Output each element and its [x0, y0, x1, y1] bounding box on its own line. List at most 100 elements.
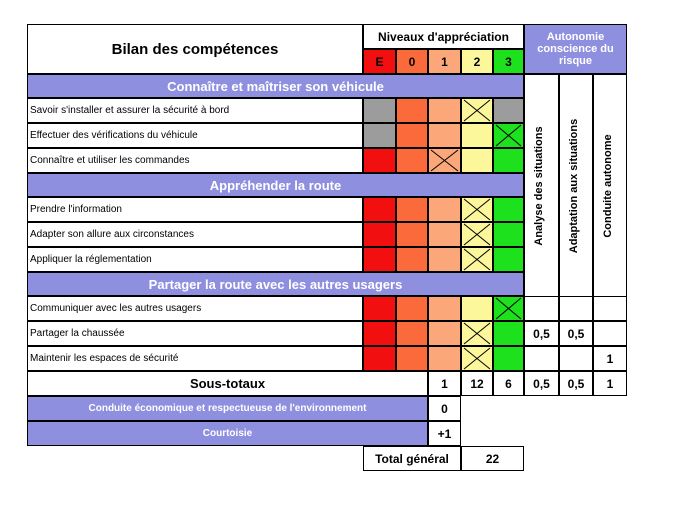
subtotal-conduite: 1	[593, 371, 627, 396]
level-cell	[461, 247, 493, 272]
section-title-text: Appréhender la route	[209, 177, 342, 193]
level-cell	[363, 296, 396, 321]
subtotal-level-3: 6	[493, 371, 524, 396]
subtotal-value: 1	[441, 376, 448, 391]
autonomy-label-conduite: Conduite autonome	[602, 134, 614, 238]
autonomy-label-adaptation: Adaptation aux situations	[568, 118, 580, 254]
level-cell	[493, 247, 524, 272]
section-title-text: Partager la route avec les autres usager…	[148, 276, 403, 292]
bonus-value-courtoisie: +1	[428, 421, 461, 446]
autonomy-value: 0,5	[567, 326, 585, 341]
level-cell	[396, 197, 428, 222]
bonus-value: +1	[437, 426, 452, 441]
level-label-1: 1	[441, 54, 448, 69]
bonus-value-eco: 0	[428, 396, 461, 421]
level-header-E: E	[363, 49, 396, 74]
level-cell	[363, 148, 396, 173]
bonus-value: 0	[441, 401, 448, 416]
level-cell	[363, 321, 396, 346]
autonomy-cell	[559, 296, 593, 321]
bonus-label-text: Conduite économique et respectueuse de l…	[88, 403, 367, 414]
level-cell	[396, 222, 428, 247]
section-title-usagers: Partager la route avec les autres usager…	[27, 272, 524, 296]
level-cell	[396, 296, 428, 321]
level-label-2: 2	[473, 54, 481, 69]
levels-header: Niveaux d'appréciation	[363, 24, 524, 49]
levels-header-text: Niveaux d'appréciation	[378, 29, 509, 44]
subtotal-value: 6	[505, 376, 512, 391]
cross-mark-icon	[495, 124, 522, 147]
level-header-2: 2	[461, 49, 493, 74]
bonus-label-courtoisie: Courtoisie	[27, 421, 428, 446]
level-cell	[493, 123, 524, 148]
level-cell	[461, 296, 493, 321]
level-cell	[396, 247, 428, 272]
autonomy-label-analyse: Analyse des situations	[533, 126, 545, 246]
autonomy-value: 0,5	[533, 326, 550, 341]
autonomy-cell	[524, 296, 559, 321]
autonomy-cell	[559, 346, 593, 371]
subtotal-level-1: 1	[428, 371, 461, 396]
competence-label: Maintenir les espaces de sécurité	[27, 346, 363, 371]
level-label-0: 0	[408, 54, 416, 69]
level-cell	[428, 296, 461, 321]
level-cell	[428, 98, 461, 123]
subtotal-value: 0,5	[567, 376, 585, 391]
level-cell	[363, 123, 396, 148]
level-cell	[493, 148, 524, 173]
level-label-E: E	[375, 54, 384, 69]
competence-label: Appliquer la réglementation	[27, 247, 363, 272]
cross-mark-icon	[495, 297, 522, 320]
level-cell	[461, 197, 493, 222]
level-cell	[428, 321, 461, 346]
level-cell	[363, 98, 396, 123]
bonus-label-eco: Conduite économique et respectueuse de l…	[27, 396, 428, 421]
level-header-3: 3	[493, 49, 524, 74]
level-cell	[396, 123, 428, 148]
competence-label: Connaître et utiliser les commandes	[27, 148, 363, 173]
level-cell	[428, 123, 461, 148]
competence-label: Communiquer avec les autres usagers	[27, 296, 363, 321]
level-cell	[428, 247, 461, 272]
total-label-text: Total général	[375, 451, 449, 466]
page-title-text: Bilan des compétences	[111, 40, 279, 58]
autonomy-cell	[593, 321, 627, 346]
competence-label: Adapter son allure aux circonstances	[27, 222, 363, 247]
autonomy-cell: 0,5	[524, 321, 559, 346]
section-title-text: Connaître et maîtriser son véhicule	[167, 78, 384, 94]
level-header-1: 1	[428, 49, 461, 74]
level-cell	[493, 296, 524, 321]
competence-label: Effectuer des vérifications du véhicule	[27, 123, 363, 148]
level-cell	[396, 148, 428, 173]
level-cell	[396, 98, 428, 123]
level-cell	[461, 98, 493, 123]
autonomy-header-text: Autonomie conscience du risque	[537, 31, 614, 67]
level-header-0: 0	[396, 49, 428, 74]
subtotal-adaptation: 0,5	[559, 371, 593, 396]
subtotals-label-text: Sous-totaux	[189, 376, 266, 391]
level-cell	[428, 197, 461, 222]
autonomy-cell	[524, 346, 559, 371]
cross-mark-icon	[463, 347, 491, 370]
autonomy-cell	[593, 296, 627, 321]
level-cell	[428, 222, 461, 247]
page-title: Bilan des compétences	[27, 24, 363, 74]
total-value: 22	[461, 446, 524, 471]
subtotal-analyse: 0,5	[524, 371, 559, 396]
level-cell	[493, 321, 524, 346]
level-cell	[493, 197, 524, 222]
autonomy-value: 1	[606, 351, 614, 366]
cross-mark-icon	[463, 248, 491, 271]
level-cell	[428, 346, 461, 371]
level-cell	[493, 98, 524, 123]
cross-mark-icon	[463, 198, 491, 221]
level-cell	[363, 222, 396, 247]
total-value-text: 22	[485, 451, 500, 466]
level-cell	[493, 222, 524, 247]
level-cell	[363, 197, 396, 222]
section-title-route: Appréhender la route	[27, 173, 524, 197]
subtotal-level-2: 12	[461, 371, 493, 396]
total-label: Total général	[363, 446, 461, 471]
cross-mark-icon	[463, 99, 491, 122]
level-cell	[428, 148, 461, 173]
